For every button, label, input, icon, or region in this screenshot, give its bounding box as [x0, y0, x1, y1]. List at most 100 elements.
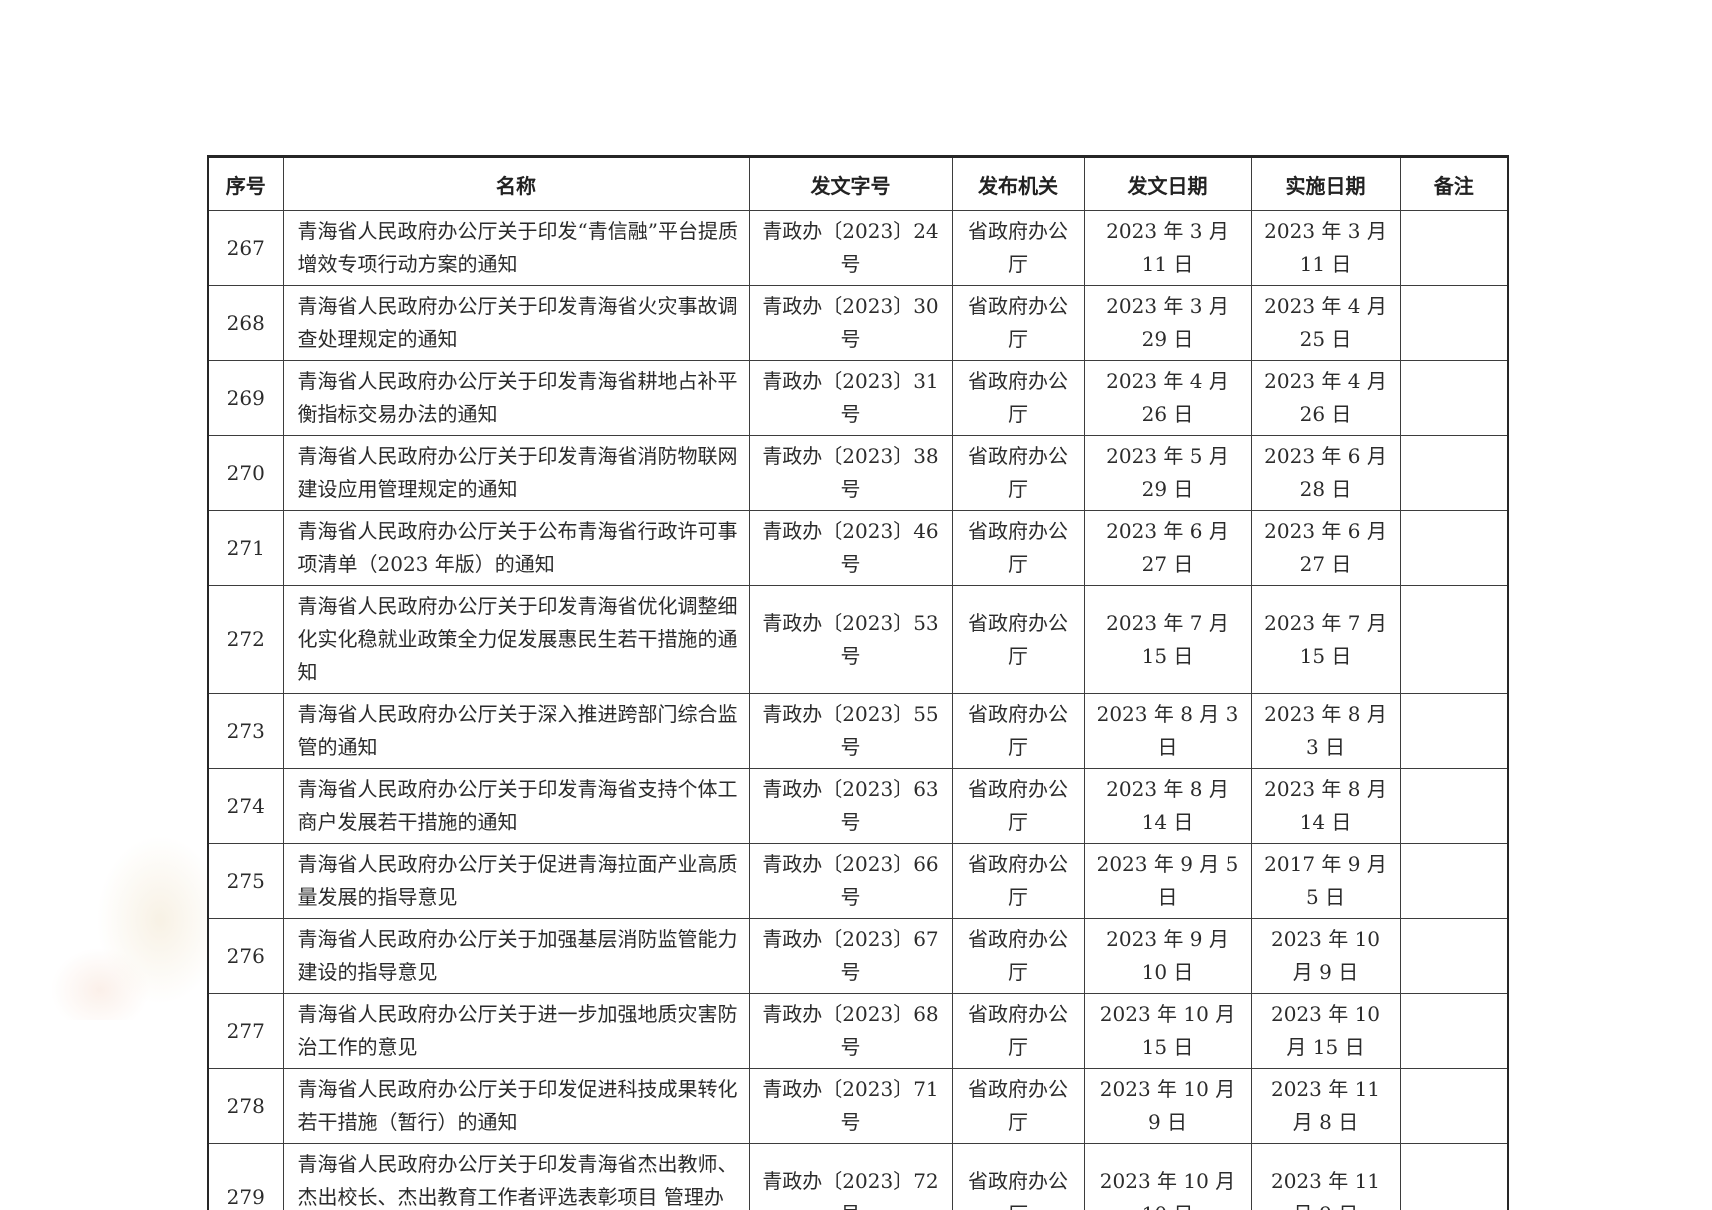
table-row: 277 青海省人民政府办公厅关于进一步加强地质灾害防治工作的意见 青政办〔2023〕…	[207, 993, 1509, 1069]
cell-doc-number: 青政办〔2023〕72 号	[748, 1143, 953, 1210]
cell-name: 青海省人民政府办公厅关于加强基层消防监管能力建设的指导意见	[282, 918, 750, 994]
cell-doc-number: 青政办〔2023〕46 号	[748, 510, 953, 586]
cell-serial-number: 276	[207, 918, 284, 994]
table-row: 278 青海省人民政府办公厅关于印发促进科技成果转化若干措施（暂行）的通知 青政办〔…	[207, 1068, 1509, 1144]
cell-issue-date: 2023 年 10 月 10 日	[1083, 1143, 1252, 1210]
cell-issuing-agency: 省政府办公厅	[951, 693, 1085, 769]
cell-implementation-date: 2023 年 8 月 3 日	[1250, 693, 1401, 769]
cell-remarks	[1399, 210, 1509, 286]
table-body: 267 青海省人民政府办公厅关于印发“青信融”平台提质增效专项行动方案的通知 青政办…	[207, 210, 1509, 1210]
cell-name: 青海省人民政府办公厅关于印发青海省优化调整细化实化稳就业政策全力促发展惠民生若干…	[282, 585, 750, 694]
cell-issue-date: 2023 年 9 月 5 日	[1083, 843, 1252, 919]
cell-issuing-agency: 省政府办公厅	[951, 210, 1085, 286]
table-row: 269 青海省人民政府办公厅关于印发青海省耕地占补平衡指标交易办法的通知 青政办〔2…	[207, 360, 1509, 436]
cell-issuing-agency: 省政府办公厅	[951, 843, 1085, 919]
cell-issue-date: 2023 年 8 月 14 日	[1083, 768, 1252, 844]
cell-serial-number: 268	[207, 285, 284, 361]
cell-issue-date: 2023 年 4 月 26 日	[1083, 360, 1252, 436]
table-row: 267 青海省人民政府办公厅关于印发“青信融”平台提质增效专项行动方案的通知 青政办…	[207, 210, 1509, 286]
column-header-issue-date: 发文日期	[1083, 156, 1252, 211]
cell-serial-number: 271	[207, 510, 284, 586]
cell-implementation-date: 2017 年 9 月 5 日	[1250, 843, 1401, 919]
column-header-name: 名称	[282, 156, 750, 211]
cell-issue-date: 2023 年 10 月 9 日	[1083, 1068, 1252, 1144]
cell-implementation-date: 2023 年 4 月 26 日	[1250, 360, 1401, 436]
cell-implementation-date: 2023 年 11 月 8 日	[1250, 1068, 1401, 1144]
cell-serial-number: 269	[207, 360, 284, 436]
table-row: 273 青海省人民政府办公厅关于深入推进跨部门综合监管的通知 青政办〔2023〕55…	[207, 693, 1509, 769]
header-row: 序号 名称 发文字号 发布机关 发文日期 实施日期 备注	[207, 156, 1509, 211]
table-row: 276 青海省人民政府办公厅关于加强基层消防监管能力建设的指导意见 青政办〔2023…	[207, 918, 1509, 994]
cell-remarks	[1399, 993, 1509, 1069]
column-header-doc-number: 发文字号	[748, 156, 953, 211]
cell-doc-number: 青政办〔2023〕71 号	[748, 1068, 953, 1144]
cell-issue-date: 2023 年 8 月 3 日	[1083, 693, 1252, 769]
cell-implementation-date: 2023 年 10 月 9 日	[1250, 918, 1401, 994]
cell-issue-date: 2023 年 10 月 15 日	[1083, 993, 1252, 1069]
cell-implementation-date: 2023 年 11 月 9 日	[1250, 1143, 1401, 1210]
cell-issue-date: 2023 年 3 月 11 日	[1083, 210, 1252, 286]
cell-issuing-agency: 省政府办公厅	[951, 918, 1085, 994]
cell-implementation-date: 2023 年 3 月 11 日	[1250, 210, 1401, 286]
cell-serial-number: 274	[207, 768, 284, 844]
cell-doc-number: 青政办〔2023〕31 号	[748, 360, 953, 436]
cell-name: 青海省人民政府办公厅关于公布青海省行政许可事项清单（2023 年版）的通知	[282, 510, 750, 586]
cell-serial-number: 273	[207, 693, 284, 769]
cell-doc-number: 青政办〔2023〕53 号	[748, 585, 953, 694]
cell-doc-number: 青政办〔2023〕67 号	[748, 918, 953, 994]
cell-issuing-agency: 省政府办公厅	[951, 1068, 1085, 1144]
table-row: 274 青海省人民政府办公厅关于印发青海省支持个体工商户发展若干措施的通知 青政办〔…	[207, 768, 1509, 844]
cell-remarks	[1399, 918, 1509, 994]
cell-remarks	[1399, 693, 1509, 769]
cell-issuing-agency: 省政府办公厅	[951, 435, 1085, 511]
cell-issuing-agency: 省政府办公厅	[951, 585, 1085, 694]
cell-issue-date: 2023 年 3 月 29 日	[1083, 285, 1252, 361]
regulations-table: 序号 名称 发文字号 发布机关 发文日期 实施日期 备注 267 青海省人民政府办…	[207, 155, 1509, 1210]
cell-remarks	[1399, 585, 1509, 694]
table-row: 275 青海省人民政府办公厅关于促进青海拉面产业高质量发展的指导意见 青政办〔202…	[207, 843, 1509, 919]
cell-issuing-agency: 省政府办公厅	[951, 1143, 1085, 1210]
column-header-implementation-date: 实施日期	[1250, 156, 1401, 211]
cell-issuing-agency: 省政府办公厅	[951, 510, 1085, 586]
table-row: 271 青海省人民政府办公厅关于公布青海省行政许可事项清单（2023 年版）的通知…	[207, 510, 1509, 586]
table-header: 序号 名称 发文字号 发布机关 发文日期 实施日期 备注	[207, 156, 1509, 211]
cell-issuing-agency: 省政府办公厅	[951, 360, 1085, 436]
cell-serial-number: 277	[207, 993, 284, 1069]
table-row: 270 青海省人民政府办公厅关于印发青海省消防物联网建设应用管理规定的通知 青政办〔…	[207, 435, 1509, 511]
cell-issuing-agency: 省政府办公厅	[951, 285, 1085, 361]
cell-issuing-agency: 省政府办公厅	[951, 768, 1085, 844]
cell-serial-number: 275	[207, 843, 284, 919]
cell-name: 青海省人民政府办公厅关于印发青海省消防物联网建设应用管理规定的通知	[282, 435, 750, 511]
cell-doc-number: 青政办〔2023〕63 号	[748, 768, 953, 844]
cell-doc-number: 青政办〔2023〕30 号	[748, 285, 953, 361]
cell-doc-number: 青政办〔2023〕66 号	[748, 843, 953, 919]
cell-doc-number: 青政办〔2023〕38 号	[748, 435, 953, 511]
cell-serial-number: 279	[207, 1143, 284, 1210]
table-row: 272 青海省人民政府办公厅关于印发青海省优化调整细化实化稳就业政策全力促发展惠民…	[207, 585, 1509, 694]
cell-name: 青海省人民政府办公厅关于进一步加强地质灾害防治工作的意见	[282, 993, 750, 1069]
cell-implementation-date: 2023 年 7 月 15 日	[1250, 585, 1401, 694]
cell-remarks	[1399, 510, 1509, 586]
cell-issue-date: 2023 年 7 月 15 日	[1083, 585, 1252, 694]
cell-name: 青海省人民政府办公厅关于深入推进跨部门综合监管的通知	[282, 693, 750, 769]
cell-name: 青海省人民政府办公厅关于印发促进科技成果转化若干措施（暂行）的通知	[282, 1068, 750, 1144]
cell-implementation-date: 2023 年 10 月 15 日	[1250, 993, 1401, 1069]
cell-issue-date: 2023 年 9 月 10 日	[1083, 918, 1252, 994]
cell-doc-number: 青政办〔2023〕55 号	[748, 693, 953, 769]
column-header-remarks: 备注	[1399, 156, 1509, 211]
cell-implementation-date: 2023 年 4 月 25 日	[1250, 285, 1401, 361]
cell-serial-number: 270	[207, 435, 284, 511]
cell-remarks	[1399, 360, 1509, 436]
cell-name: 青海省人民政府办公厅关于印发青海省耕地占补平衡指标交易办法的通知	[282, 360, 750, 436]
cell-remarks	[1399, 768, 1509, 844]
cell-name: 青海省人民政府办公厅关于促进青海拉面产业高质量发展的指导意见	[282, 843, 750, 919]
cell-remarks	[1399, 285, 1509, 361]
cell-remarks	[1399, 843, 1509, 919]
cell-issue-date: 2023 年 5 月 29 日	[1083, 435, 1252, 511]
cell-issue-date: 2023 年 6 月 27 日	[1083, 510, 1252, 586]
cell-implementation-date: 2023 年 8 月 14 日	[1250, 768, 1401, 844]
cell-remarks	[1399, 435, 1509, 511]
cell-doc-number: 青政办〔2023〕68 号	[748, 993, 953, 1069]
table-row: 279 青海省人民政府办公厅关于印发青海省杰出教师、杰出校长、杰出教育工作者评选表…	[207, 1143, 1509, 1210]
